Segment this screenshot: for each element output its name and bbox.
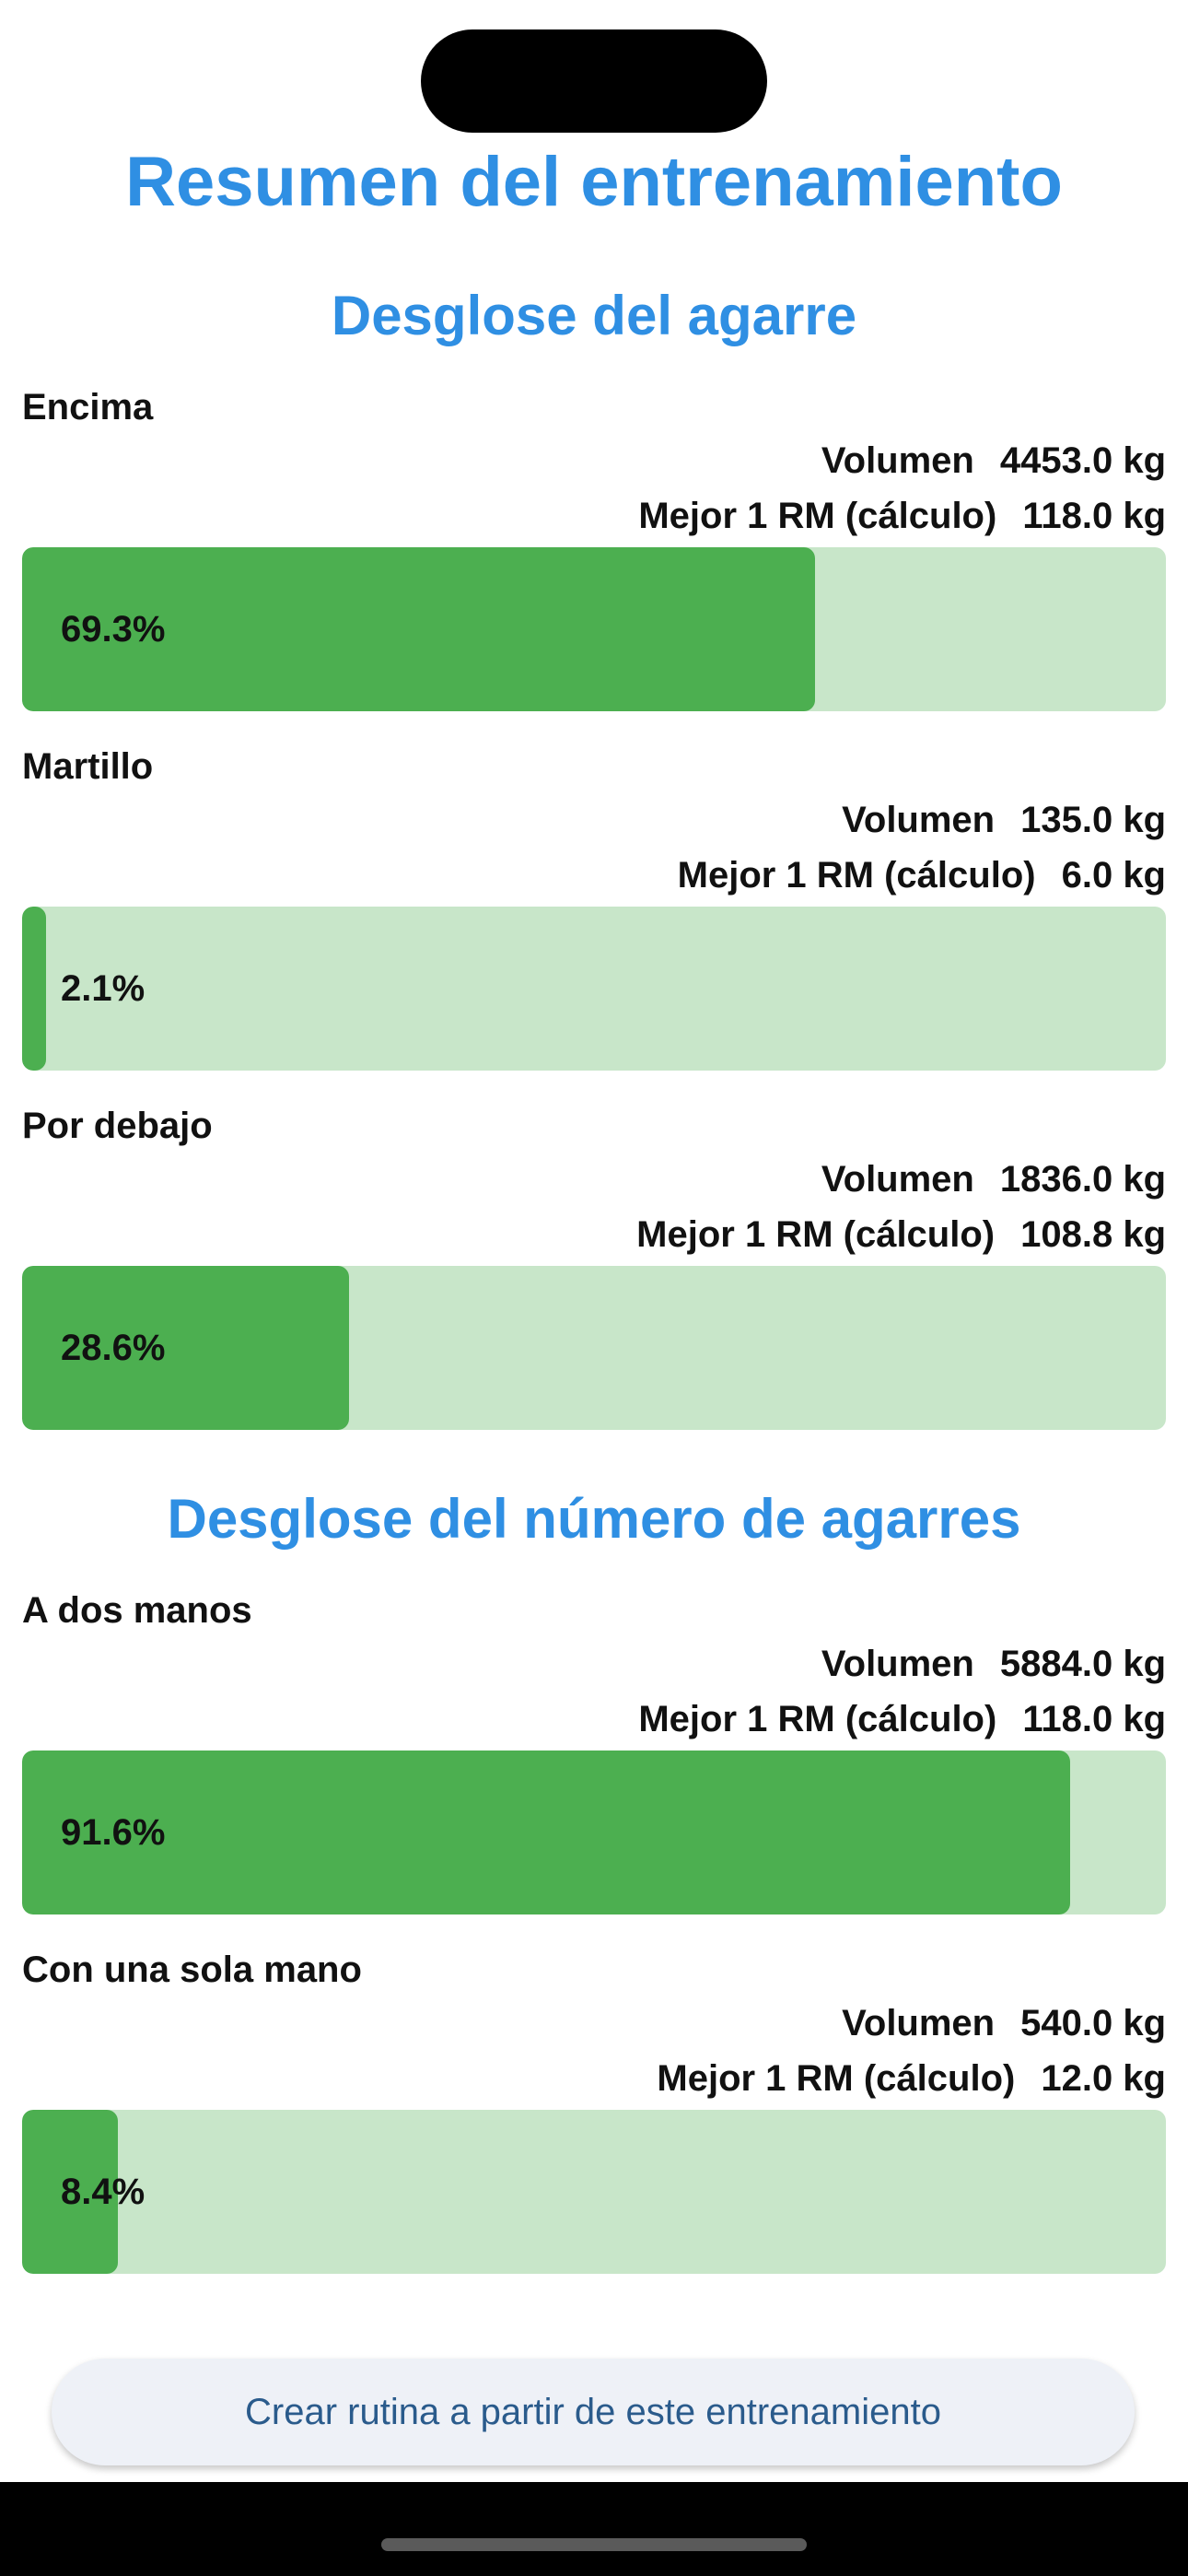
grip-name: Por debajo [22,1106,213,1146]
volume-value: 5884.0 kg [999,1644,1166,1684]
grip-name: A dos manos [22,1590,252,1631]
page-title: Resumen del entrenamiento [125,143,1063,221]
volume-line: Volumen 5884.0 kg [821,1644,1166,1684]
grip-name: Martillo [22,746,154,787]
volume-value: 540.0 kg [1020,2003,1166,2043]
rm-label: Mejor 1 RM (cálculo) [638,496,997,536]
percent-bar: 8.4% [22,2110,1166,2274]
bottom-bar [0,2482,1188,2576]
volume-value: 135.0 kg [1020,800,1166,840]
rm-line: Mejor 1 RM (cálculo) 118.0 kg [638,1699,1166,1739]
volume-line: Volumen 1836.0 kg [821,1159,1166,1200]
rm-label: Mejor 1 RM (cálculo) [677,855,1036,896]
grip-name: Con una sola mano [22,1950,362,1990]
volume-label: Volumen [842,2003,996,2043]
percent-bar-fill [22,547,815,711]
section-title-grip: Desglose del agarre [331,285,857,346]
grip-name: Encima [22,387,154,427]
percent-label: 2.1% [61,967,146,1009]
section-title-grip-count: Desglose del número de agarres [167,1488,1021,1550]
volume-label: Volumen [821,440,974,481]
dynamic-island [421,29,767,133]
volume-label: Volumen [821,1644,974,1684]
rm-line: Mejor 1 RM (cálculo) 108.8 kg [636,1214,1166,1255]
percent-label: 8.4% [61,2171,146,2212]
percent-bar-fill [22,1751,1070,1914]
create-routine-button[interactable]: Crear rutina a partir de este entrenamie… [52,2359,1135,2465]
volume-line: Volumen 4453.0 kg [821,440,1166,481]
rm-line: Mejor 1 RM (cálculo) 12.0 kg [657,2058,1166,2099]
volume-value: 1836.0 kg [999,1159,1166,1200]
rm-value: 118.0 kg [1022,496,1166,536]
volume-line: Volumen 540.0 kg [842,2003,1166,2043]
percent-label: 69.3% [61,608,166,650]
volume-label: Volumen [842,800,996,840]
volume-label: Volumen [821,1159,974,1200]
percent-bar: 91.6% [22,1751,1166,1914]
percent-label: 28.6% [61,1327,166,1368]
rm-value: 6.0 kg [1061,855,1166,896]
volume-value: 4453.0 kg [999,440,1166,481]
percent-bar: 69.3% [22,547,1166,711]
home-indicator[interactable] [381,2538,807,2551]
percent-bar-fill [22,1266,350,1430]
rm-value: 12.0 kg [1041,2058,1166,2099]
rm-label: Mejor 1 RM (cálculo) [636,1214,996,1255]
rm-label: Mejor 1 RM (cálculo) [657,2058,1016,2099]
percent-bar-fill [22,2110,119,2274]
rm-line: Mejor 1 RM (cálculo) 118.0 kg [638,496,1166,536]
percent-bar-fill [22,907,47,1071]
percent-bar: 28.6% [22,1266,1166,1430]
rm-label: Mejor 1 RM (cálculo) [638,1699,997,1739]
percent-label: 91.6% [61,1811,166,1853]
rm-value: 108.8 kg [1020,1214,1166,1255]
percent-bar: 2.1% [22,907,1166,1071]
volume-line: Volumen 135.0 kg [842,800,1166,840]
rm-line: Mejor 1 RM (cálculo) 6.0 kg [678,855,1166,896]
rm-value: 118.0 kg [1022,1699,1166,1739]
